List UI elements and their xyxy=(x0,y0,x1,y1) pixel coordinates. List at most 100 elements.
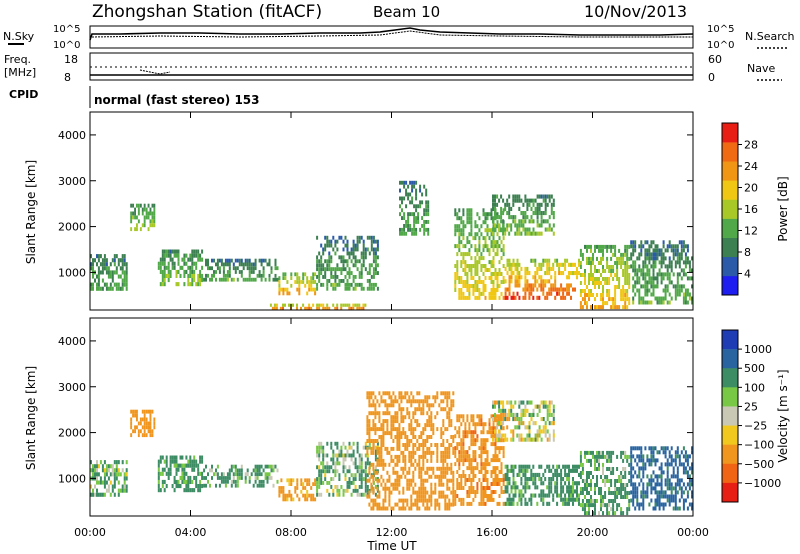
echo-cell xyxy=(370,411,373,416)
echo-cell xyxy=(514,283,517,288)
echo-cell xyxy=(404,458,407,463)
echo-cell xyxy=(680,252,683,257)
echo-cell xyxy=(652,478,655,483)
echo-cell xyxy=(404,395,407,400)
colorbar-cell xyxy=(722,425,738,445)
echo-cell xyxy=(508,215,511,220)
echo-cell xyxy=(654,462,657,467)
echo-cell xyxy=(468,252,471,257)
echo-cell xyxy=(502,227,505,232)
echo-cell xyxy=(596,293,598,297)
echo-cell xyxy=(510,266,513,271)
echo-cell xyxy=(634,494,637,499)
echo-cell xyxy=(195,479,198,484)
echo-cell xyxy=(512,472,515,477)
echo-cell xyxy=(524,489,527,494)
echo-cell xyxy=(145,425,148,430)
echo-cell xyxy=(402,443,405,447)
echo-cell xyxy=(424,450,427,455)
echo-cell xyxy=(666,494,669,499)
echo-cell xyxy=(658,272,661,277)
echo-cell xyxy=(498,295,501,300)
echo-cell xyxy=(141,211,144,216)
echo-cell xyxy=(598,458,600,463)
echo-cell xyxy=(398,403,401,408)
echo-cell xyxy=(536,266,539,271)
echo-cell xyxy=(494,211,496,216)
echo-cell xyxy=(308,478,311,483)
echo-cell xyxy=(416,498,419,503)
echo-cell xyxy=(228,262,231,267)
echo-cell xyxy=(538,295,541,300)
echo-cell xyxy=(376,247,379,252)
echo-cell xyxy=(592,503,594,508)
echo-cell xyxy=(512,417,515,422)
echo-cell xyxy=(187,463,190,468)
echo-cell xyxy=(579,252,582,257)
echo-cell xyxy=(446,494,449,499)
echo-cell xyxy=(462,501,465,506)
echo-cell xyxy=(286,493,289,498)
echo-cell xyxy=(226,479,229,484)
echo-cell xyxy=(402,502,405,507)
echo-cell xyxy=(366,453,369,458)
echo-cell xyxy=(644,462,647,467)
echo-cell xyxy=(530,283,533,288)
echo-cell xyxy=(602,499,604,503)
echo-cell xyxy=(476,212,479,217)
echo-cell xyxy=(244,262,247,267)
echo-cell xyxy=(145,211,148,216)
echo-cell xyxy=(508,477,511,482)
echo-cell xyxy=(402,419,405,424)
echo-cell xyxy=(654,486,657,491)
echo-cell xyxy=(642,454,645,459)
echo-cell xyxy=(586,301,588,306)
echo-cell xyxy=(470,430,473,435)
echo-cell xyxy=(167,265,170,270)
echo-cell xyxy=(522,287,525,292)
echo-cell xyxy=(576,485,578,490)
echo-cell xyxy=(544,211,547,216)
echo-cell xyxy=(642,244,645,249)
echo-cell xyxy=(576,271,578,276)
echo-cell xyxy=(400,474,403,479)
echo-cell xyxy=(472,454,475,459)
echo-cell xyxy=(328,267,331,272)
echo-cell xyxy=(608,491,611,495)
echo-cell xyxy=(468,462,471,467)
echo-cell xyxy=(534,404,537,409)
echo-cell xyxy=(502,438,505,443)
echo-cell xyxy=(364,445,367,450)
echo-cell xyxy=(658,450,661,455)
echo-cell xyxy=(415,192,418,197)
echo-cell xyxy=(368,461,371,466)
echo-cell xyxy=(282,272,285,277)
echo-cell xyxy=(572,489,574,494)
echo-cell xyxy=(530,497,533,502)
echo-cell xyxy=(660,252,663,257)
echo-cell xyxy=(574,271,576,276)
echo-cell xyxy=(626,277,629,281)
echo-cell xyxy=(348,282,351,287)
echo-cell xyxy=(602,248,604,253)
echo-cell xyxy=(340,453,343,458)
echo-cell xyxy=(472,438,475,443)
echo-cell xyxy=(602,305,604,310)
echo-cell xyxy=(660,446,663,451)
echo-cell xyxy=(421,192,424,197)
echo-cell xyxy=(662,256,665,261)
echo-cell xyxy=(502,404,505,409)
echo-cell xyxy=(401,216,403,220)
echo-cell xyxy=(492,244,495,249)
echo-cell xyxy=(678,462,681,467)
echo-cell xyxy=(195,463,198,468)
echo-cell xyxy=(514,295,517,300)
echo-cell xyxy=(137,203,140,208)
echo-cell xyxy=(494,454,497,459)
echo-cell xyxy=(494,426,497,431)
echo-cell xyxy=(464,434,467,439)
echo-cell xyxy=(320,255,323,260)
echo-cell xyxy=(630,462,633,467)
echo-cell xyxy=(648,252,651,257)
echo-cell xyxy=(187,479,190,484)
